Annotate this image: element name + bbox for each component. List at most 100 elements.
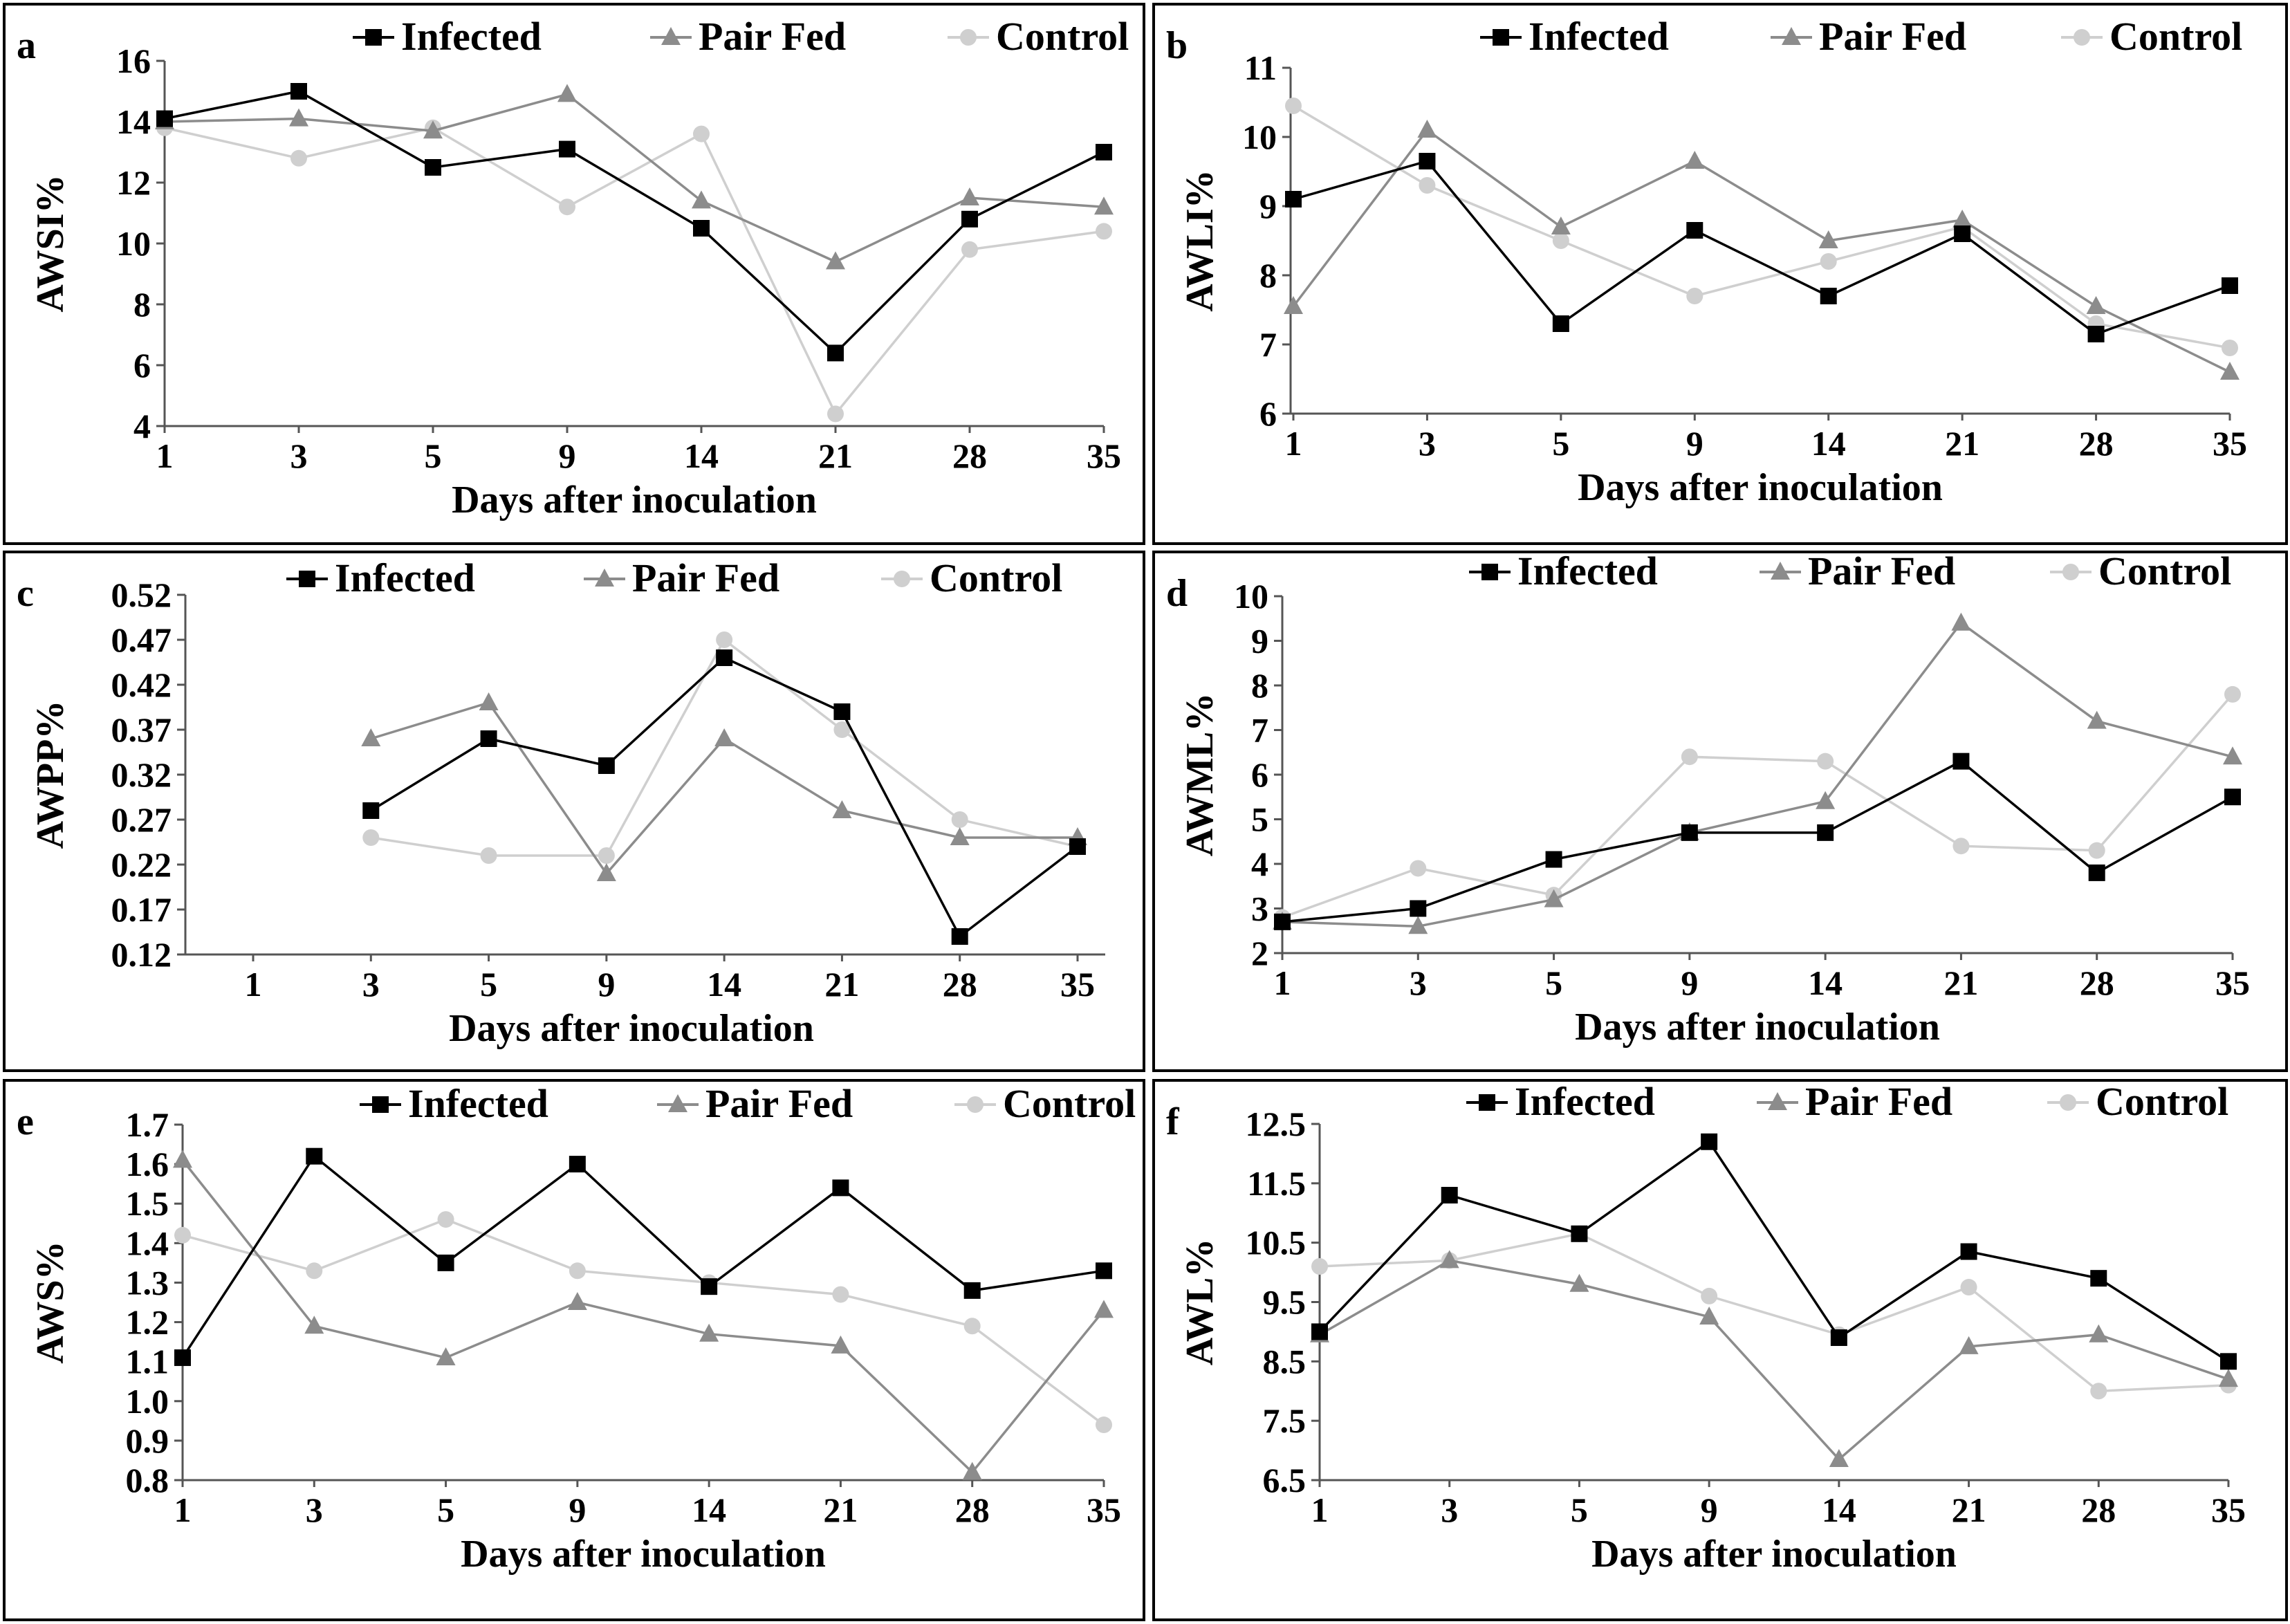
data-point — [1311, 1258, 1328, 1275]
data-point — [832, 1286, 849, 1303]
series-line-infected — [1318, 1140, 2229, 1363]
data-point — [1552, 232, 1569, 249]
data-point — [1096, 223, 1112, 240]
x-tick-label: 9 — [1686, 424, 1703, 463]
data-point — [480, 847, 497, 864]
chart-panel-f: f6.57.58.59.510.511.512.51 3 5 9 14 21 28 35Day… — [1152, 1079, 2288, 1621]
data-point — [1685, 151, 1705, 169]
y-tick-label: 1.4 — [126, 1224, 169, 1262]
legend-marker — [661, 27, 681, 45]
legend-marker — [299, 571, 315, 587]
data-point — [1952, 210, 1973, 228]
legend-marker — [595, 569, 614, 587]
data-point — [1959, 1336, 1979, 1354]
x-tick-label: 5 — [1545, 963, 1562, 1002]
y-tick-label: 0.47 — [111, 620, 172, 659]
data-point — [569, 1262, 586, 1280]
data-point — [832, 800, 852, 818]
legend-marker — [1481, 564, 1498, 580]
legend-marker — [1771, 562, 1790, 580]
legend-marker — [365, 29, 382, 46]
legend-marker — [372, 1096, 389, 1113]
y-tick-label: 2 — [1251, 934, 1268, 972]
data-point — [1094, 1300, 1114, 1318]
data-point — [832, 1179, 849, 1197]
y-tick-label: 1.5 — [126, 1184, 169, 1223]
series-line-infected — [181, 1154, 1105, 1358]
legend-item: Infected — [353, 14, 542, 59]
series-line-infected — [1282, 759, 2233, 923]
data-point — [2090, 1270, 2107, 1287]
data-point — [2087, 326, 2105, 342]
panel-letter: a — [17, 24, 36, 67]
series-line-infected — [370, 656, 1079, 939]
data-point — [2086, 296, 2106, 314]
legend-label: Pair Fed — [1808, 548, 1955, 593]
y-tick-label: 0.8 — [126, 1461, 169, 1500]
legend-item: Pair Fed — [1757, 1079, 1952, 1124]
legend-item: Control — [881, 555, 1062, 600]
y-tick-label: 14 — [116, 102, 151, 141]
x-tick-label: 14 — [1811, 424, 1846, 463]
x-tick-label: 14 — [692, 1491, 726, 1529]
data-point — [1274, 913, 1291, 930]
y-tick-label: 10 — [1242, 118, 1277, 156]
legend-marker — [668, 1094, 687, 1112]
data-point — [479, 692, 499, 710]
data-point — [714, 728, 735, 746]
data-point — [436, 1347, 456, 1365]
legend-item: Pair Fed — [1760, 548, 1955, 593]
data-point — [2224, 788, 2241, 806]
y-tick-label: 7.5 — [1263, 1401, 1306, 1440]
x-tick-label: 35 — [2213, 424, 2247, 463]
y-tick-label: 3 — [1251, 889, 1268, 928]
data-point — [598, 757, 615, 774]
data-point — [961, 210, 978, 228]
y-tick-label: 11.5 — [1247, 1164, 1306, 1203]
y-tick-label: 6.5 — [1263, 1461, 1306, 1500]
data-point — [2088, 842, 2105, 859]
data-point — [567, 1292, 587, 1310]
data-point — [557, 84, 577, 102]
legend-item: Control — [2050, 548, 2231, 593]
y-tick-label: 7 — [1251, 711, 1268, 750]
data-point — [950, 827, 970, 845]
data-point — [1681, 824, 1698, 841]
legend-marker — [894, 571, 910, 587]
panel-letter: f — [1166, 1100, 1180, 1143]
x-tick-label: 35 — [2211, 1491, 2246, 1529]
y-tick-label: 10.5 — [1246, 1224, 1306, 1262]
x-tick-label: 1 — [1311, 1491, 1329, 1529]
data-point — [962, 1461, 982, 1480]
data-point — [1817, 824, 1834, 841]
data-point — [1701, 1133, 1718, 1150]
x-tick-label: 35 — [2215, 963, 2250, 1002]
data-point — [306, 1147, 323, 1165]
x-tick-label: 14 — [707, 965, 741, 1004]
data-point — [1441, 1187, 1458, 1203]
panel-frame — [3, 551, 1145, 1072]
y-tick-label: 7 — [1259, 325, 1277, 364]
series-line-control — [182, 1218, 1105, 1426]
data-point — [963, 1282, 981, 1299]
data-point — [963, 1318, 981, 1335]
data-point — [569, 1156, 586, 1173]
data-point — [951, 928, 968, 945]
y-axis-title: AWSI% — [29, 174, 72, 312]
x-tick-label: 14 — [1822, 1491, 1856, 1529]
legend-marker — [967, 1096, 984, 1113]
x-tick-label: 28 — [952, 436, 987, 475]
x-tick-label: 28 — [955, 1491, 990, 1529]
legend-label: Infected — [335, 555, 475, 600]
series-line-pair-fed — [1282, 621, 2233, 928]
data-point — [692, 190, 711, 209]
series-line-control — [1319, 1232, 2229, 1393]
data-point — [2223, 746, 2242, 765]
data-point — [437, 1211, 454, 1228]
legend-label: Pair Fed — [1819, 14, 1966, 59]
legend-label: Control — [2096, 1079, 2228, 1124]
data-point — [1571, 1225, 1588, 1242]
